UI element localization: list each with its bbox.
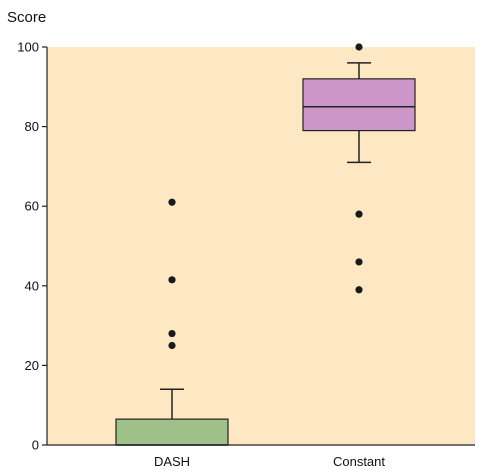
plot-area: 0 20 40 60 80 100 DASH Constant bbox=[17, 40, 475, 469]
y-tick-label: 60 bbox=[25, 199, 39, 214]
constant-box bbox=[302, 78, 416, 132]
dash-outlier-point bbox=[168, 198, 176, 206]
constant-outlier-point bbox=[355, 210, 363, 218]
x-category-label: Constant bbox=[333, 454, 385, 469]
y-tick-label: 20 bbox=[25, 358, 39, 373]
x-category-label: DASH bbox=[154, 454, 190, 469]
dash-outlier-point bbox=[168, 341, 176, 350]
constant-outlier-point bbox=[355, 286, 363, 294]
dash-outlier-point bbox=[168, 329, 176, 338]
dash-outlier-point bbox=[168, 276, 176, 284]
y-tick-label: 80 bbox=[25, 119, 39, 134]
constant-outlier-point bbox=[355, 258, 363, 266]
y-tick-label: 40 bbox=[25, 278, 39, 293]
y-tick-label: 0 bbox=[32, 438, 39, 453]
constant-outlier-point bbox=[355, 43, 363, 51]
dash-box bbox=[115, 418, 229, 446]
y-axis-title: Score bbox=[7, 9, 46, 26]
y-tick-label: 100 bbox=[17, 40, 39, 55]
